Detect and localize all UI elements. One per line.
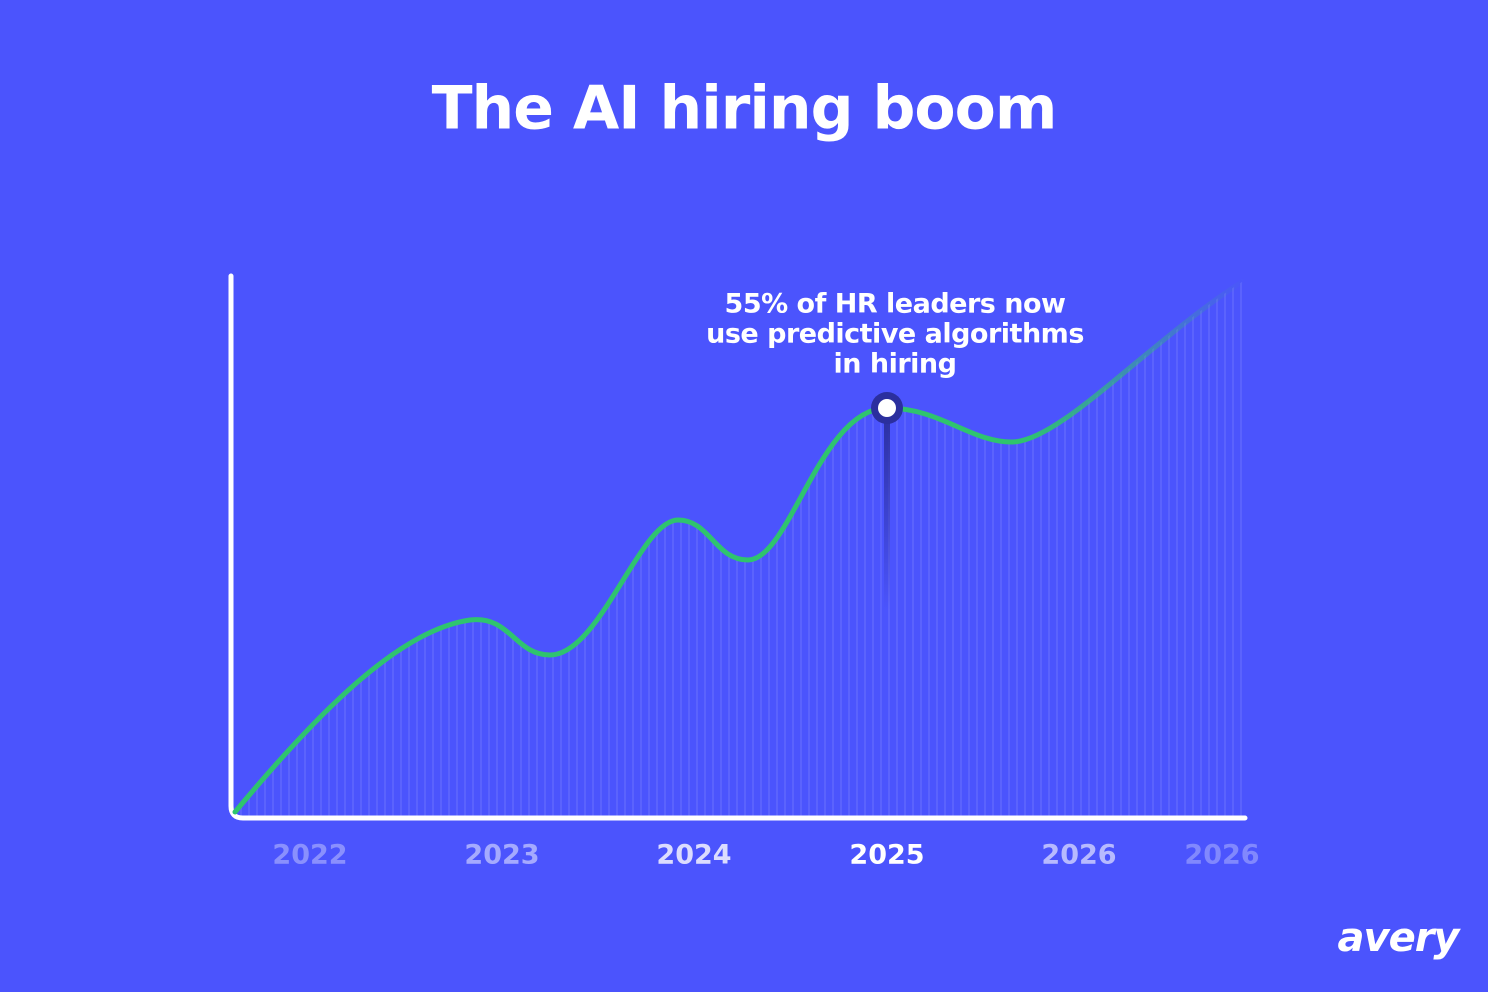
trend-line: [232, 277, 1248, 815]
x-tick-label: 2023: [464, 840, 539, 871]
x-tick-label: 2022: [272, 840, 347, 871]
chart-title: The AI hiring boom: [432, 74, 1057, 144]
x-tick-label: 2026: [1184, 840, 1259, 871]
brand-logo: avery: [1338, 915, 1462, 961]
area-hatch: [235, 280, 1245, 818]
drop-line: [884, 410, 890, 610]
x-tick-label: 2026: [1041, 840, 1116, 871]
annotation-line: use predictive algorithms: [706, 319, 1084, 350]
highlight-marker-dot: [878, 399, 896, 417]
annotation-line: in hiring: [834, 349, 957, 380]
x-axis: 2022 2023 2024 2025 2026 2026: [272, 840, 1259, 871]
x-tick-label: 2025: [849, 840, 924, 871]
x-tick-label: 2024: [656, 840, 731, 871]
annotation-line: 55% of HR leaders now: [725, 289, 1066, 320]
axis-line: [228, 273, 1248, 821]
